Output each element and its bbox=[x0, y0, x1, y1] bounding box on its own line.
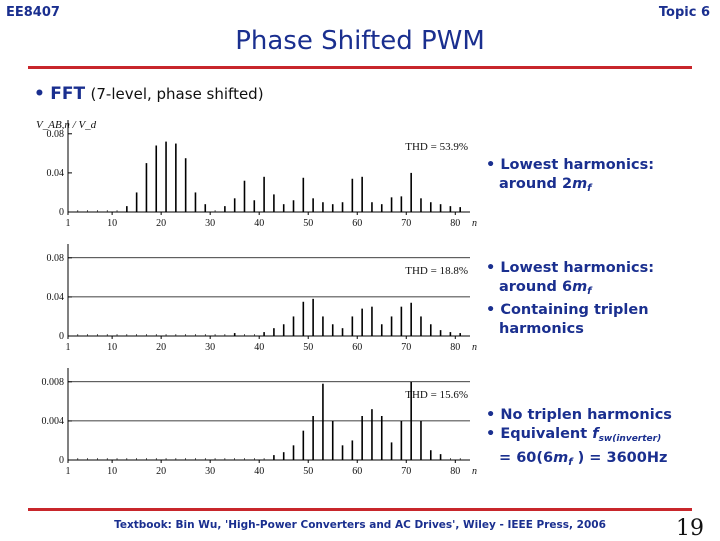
x-tick-label: 30 bbox=[205, 218, 215, 229]
note-fragment: sw(inverter) bbox=[598, 434, 662, 444]
x-tick-label: 70 bbox=[401, 342, 411, 353]
x-tick-label: 80 bbox=[450, 466, 460, 477]
x-tick-label: 40 bbox=[254, 218, 264, 229]
y-axis-label: V_AB,n / V_d bbox=[36, 119, 97, 131]
fft-spectra: 00.040.081 10 20 30 40 50 60 70 80 nV_AB,n / V_dT… bbox=[36, 119, 477, 477]
note-line: • Equivalent fsw(inverter) bbox=[486, 425, 672, 449]
note-fragment: m bbox=[572, 279, 588, 295]
y-tick-label: 0 bbox=[59, 455, 64, 466]
y-tick-label: 0 bbox=[59, 331, 64, 342]
note-lowest-2mf: • Lowest harmonics: around 2mf bbox=[486, 156, 654, 198]
note-fragment: f bbox=[592, 426, 599, 442]
x-axis-label: n bbox=[472, 218, 477, 229]
topic-label: Topic 6 bbox=[658, 5, 710, 20]
x-tick-label: 70 bbox=[401, 466, 411, 477]
x-tick-label: 40 bbox=[254, 342, 264, 353]
x-tick-label: 20 bbox=[156, 218, 166, 229]
note-fragment: • Containing triplen bbox=[486, 302, 649, 318]
note-fragment: m bbox=[553, 450, 569, 466]
y-tick-label: 0.08 bbox=[47, 253, 65, 264]
note-line: • Lowest harmonics: bbox=[486, 259, 654, 278]
note-fragment: f bbox=[587, 286, 592, 297]
note-fragment: m bbox=[572, 176, 588, 192]
note-fragment: = 60(6 bbox=[499, 450, 554, 466]
x-axis-label: n bbox=[472, 342, 477, 353]
x-tick-label: 30 bbox=[205, 342, 215, 353]
x-tick-label: 20 bbox=[156, 342, 166, 353]
footer-citation: Textbook: Bin Wu, 'High-Power Converters… bbox=[114, 519, 606, 531]
x-axis-label: n bbox=[472, 466, 477, 477]
title-divider bbox=[28, 66, 692, 69]
x-tick-label: 80 bbox=[450, 342, 460, 353]
thd-label: THD = 15.6% bbox=[405, 389, 468, 401]
note-fragment: f bbox=[568, 457, 573, 468]
y-tick-label: 0.08 bbox=[47, 129, 65, 140]
spectrum-plot-1: 0 0.04 0.08 1 10 20 30 40 50 60 70 80 n V_AB,n / V_d T… bbox=[36, 119, 477, 229]
x-tick-label: 60 bbox=[352, 218, 362, 229]
note-fragment: • No triplen harmonics bbox=[486, 407, 672, 423]
subheading-detail: (7-level, phase shifted) bbox=[90, 85, 264, 103]
note-line: • No triplen harmonics bbox=[486, 406, 672, 425]
thd-label: THD = 53.9% bbox=[405, 141, 468, 153]
x-tick-label: 10 bbox=[107, 342, 117, 353]
note-fragment: • Lowest harmonics: bbox=[486, 260, 655, 276]
y-tick-label: 0.04 bbox=[47, 168, 65, 179]
note-lowest-6mf: • Lowest harmonics: around 6mf • Containin… bbox=[486, 259, 654, 339]
y-tick-label: 0.008 bbox=[42, 377, 65, 388]
note-fragment: f bbox=[587, 183, 592, 194]
x-tick-label: 1 bbox=[66, 218, 71, 229]
x-tick-label: 10 bbox=[107, 218, 117, 229]
x-tick-label: 60 bbox=[352, 342, 362, 353]
slide-title: Phase Shifted PWM bbox=[235, 26, 485, 56]
subheading-label: FFT bbox=[50, 84, 86, 104]
note-line: = 60(6mf ) = 3600Hz bbox=[486, 449, 672, 472]
note-line: around 6mf bbox=[486, 278, 654, 301]
course-code: EE8407 bbox=[6, 5, 60, 20]
note-line: around 2mf bbox=[486, 175, 654, 198]
subheading: • FFT (7-level, phase shifted) bbox=[34, 84, 264, 104]
footer-divider bbox=[28, 508, 692, 511]
note-line: • Containing triplen bbox=[486, 301, 654, 320]
thd-label: THD = 18.8% bbox=[405, 265, 468, 277]
x-tick-label: 1 bbox=[66, 466, 71, 477]
spectrum-plot-3: 0 0.004 0.008 1 10 20 30 40 50 60 70 80 n THD = 15.6% bbox=[42, 368, 477, 477]
x-tick-label: 60 bbox=[352, 466, 362, 477]
x-tick-label: 50 bbox=[303, 466, 313, 477]
x-tick-label: 10 bbox=[107, 466, 117, 477]
note-fragment: around 6 bbox=[499, 279, 573, 295]
note-fragment: • Lowest harmonics: bbox=[486, 157, 655, 173]
note-no-triplen: • No triplen harmonics • Equivalent fsw(i… bbox=[486, 406, 672, 472]
spectrum-plot-2: 0 0.04 0.08 1 10 20 30 40 50 60 70 80 n THD = 18.8% bbox=[47, 244, 477, 353]
note-fragment: ) = 3600Hz bbox=[572, 450, 668, 466]
x-tick-label: 1 bbox=[66, 342, 71, 353]
note-line: harmonics bbox=[486, 320, 654, 339]
note-fragment: around 2 bbox=[499, 176, 573, 192]
note-fragment: • Equivalent bbox=[486, 426, 593, 442]
page-number: 19 bbox=[676, 516, 704, 541]
x-tick-label: 50 bbox=[303, 218, 313, 229]
y-tick-label: 0 bbox=[59, 207, 64, 218]
x-tick-label: 30 bbox=[205, 466, 215, 477]
note-line: • Lowest harmonics: bbox=[486, 156, 654, 175]
y-tick-label: 0.004 bbox=[42, 416, 65, 427]
bullet-dot: • bbox=[34, 84, 45, 104]
y-tick-label: 0.04 bbox=[47, 292, 65, 303]
x-tick-label: 70 bbox=[401, 218, 411, 229]
x-tick-label: 40 bbox=[254, 466, 264, 477]
note-fragment: harmonics bbox=[499, 321, 584, 337]
x-tick-label: 20 bbox=[156, 466, 166, 477]
x-tick-label: 50 bbox=[303, 342, 313, 353]
x-tick-label: 80 bbox=[450, 218, 460, 229]
